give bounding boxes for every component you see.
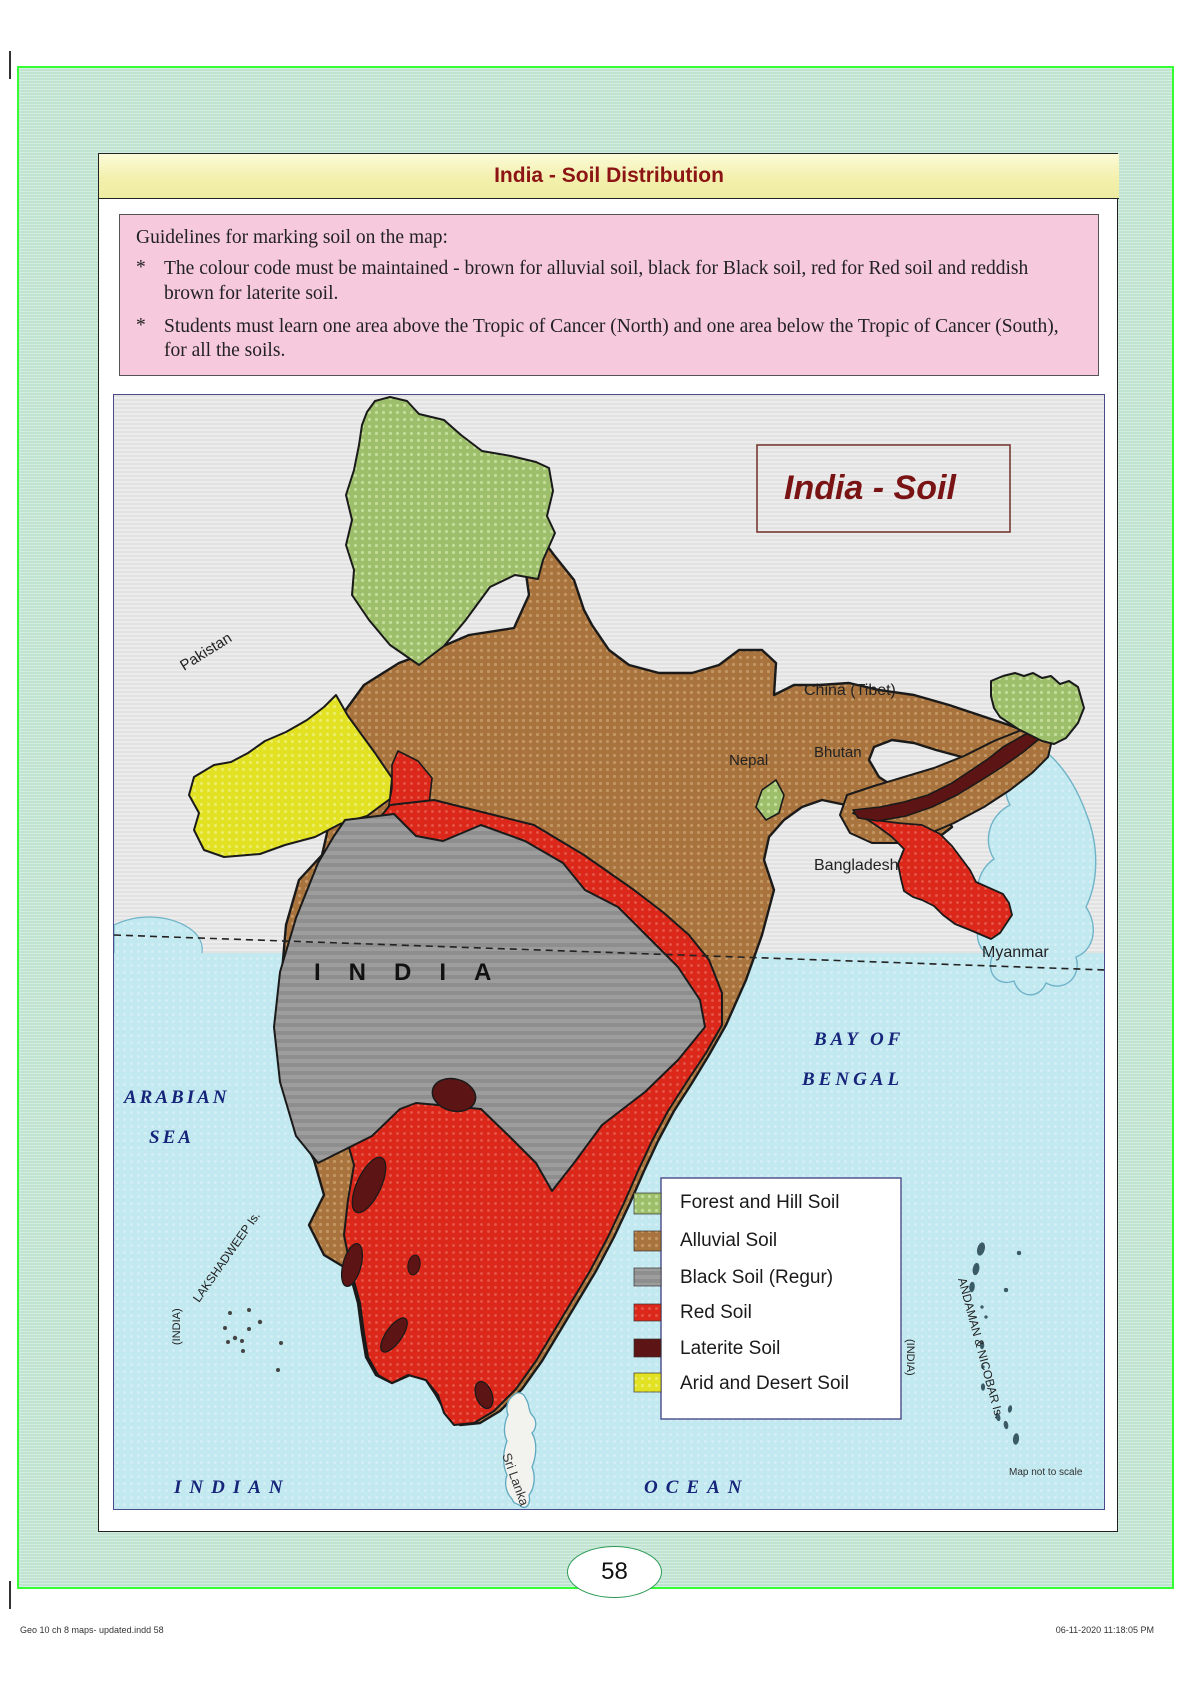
svg-text:India - Soil: India - Soil — [784, 469, 957, 507]
svg-text:(INDIA): (INDIA) — [171, 1308, 183, 1345]
svg-text:Bhutan: Bhutan — [814, 744, 862, 761]
svg-text:OCEAN: OCEAN — [644, 1477, 749, 1498]
svg-text:Arid and Desert Soil: Arid and Desert Soil — [680, 1373, 849, 1394]
svg-text:(INDIA): (INDIA) — [904, 1339, 916, 1376]
svg-text:BAY OF: BAY OF — [813, 1029, 904, 1050]
svg-text:Nepal: Nepal — [729, 752, 768, 769]
svg-text:Alluvial Soil: Alluvial Soil — [680, 1230, 777, 1251]
svg-text:Map not to scale: Map not to scale — [1009, 1467, 1083, 1478]
svg-text:ARABIAN: ARABIAN — [123, 1087, 229, 1108]
svg-text:SEA: SEA — [149, 1127, 194, 1148]
svg-text:Myanmar: Myanmar — [982, 944, 1049, 961]
svg-text:BENGAL: BENGAL — [801, 1069, 903, 1090]
svg-text:Red Soil: Red Soil — [680, 1302, 752, 1323]
svg-text:Laterite Soil: Laterite Soil — [680, 1338, 780, 1359]
svg-text:Bangladesh: Bangladesh — [814, 857, 899, 874]
svg-text:INDIAN: INDIAN — [173, 1477, 291, 1498]
svg-text:China (Tibet): China (Tibet) — [804, 682, 896, 699]
svg-text:Black Soil (Regur): Black Soil (Regur) — [680, 1267, 833, 1288]
svg-text:Forest and Hill Soil: Forest and Hill Soil — [680, 1192, 839, 1213]
svg-text:INDIA: INDIA — [314, 959, 519, 986]
